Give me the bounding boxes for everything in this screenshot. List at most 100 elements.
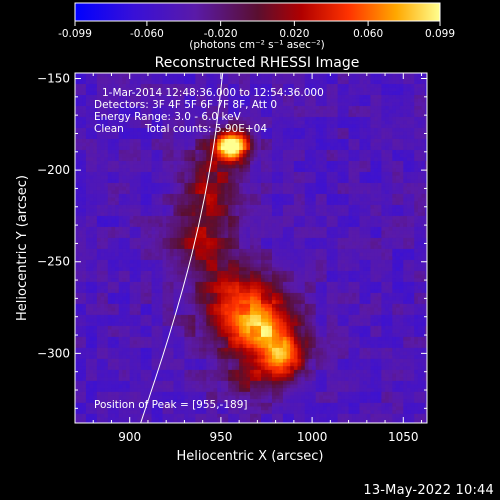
heatmap-cell <box>133 113 138 118</box>
heatmap-cell <box>206 120 211 125</box>
heatmap-cell <box>239 105 244 111</box>
heatmap-cell <box>118 237 124 243</box>
heatmap-cell <box>209 215 215 221</box>
heatmap-cell <box>126 168 131 173</box>
heatmap-cell <box>85 399 91 404</box>
heatmap-cell <box>242 267 248 272</box>
heatmap-cell <box>173 402 178 408</box>
heatmap-cell <box>126 164 131 169</box>
heatmap-cell <box>188 351 193 356</box>
heatmap-cell <box>202 399 207 404</box>
heatmap-cell <box>93 190 98 195</box>
heatmap-cell <box>75 300 80 305</box>
heatmap-cell <box>191 80 196 85</box>
heatmap-cell <box>246 168 251 173</box>
heatmap-cell <box>93 259 98 265</box>
heatmap-cell <box>75 190 80 195</box>
heatmap-cell <box>133 421 138 423</box>
heatmap-cell <box>162 351 167 356</box>
heatmap-cell <box>195 395 200 400</box>
heatmap-cell <box>246 366 251 371</box>
heatmap-cell <box>129 212 134 217</box>
heatmap-cell <box>250 421 255 423</box>
heatmap-cell <box>191 347 196 353</box>
heatmap-cell <box>75 135 80 140</box>
heatmap-cell <box>155 234 160 239</box>
heatmap-cell <box>155 377 160 382</box>
heatmap-cell <box>82 358 87 364</box>
heatmap-cell <box>199 285 204 290</box>
heatmap-cell <box>93 325 98 331</box>
heatmap-cell <box>250 347 255 353</box>
heatmap-cell <box>118 102 124 107</box>
heatmap-cell <box>133 406 138 411</box>
heatmap-cell <box>224 197 229 202</box>
heatmap-cell <box>253 289 258 294</box>
heatmap-cell <box>104 395 109 400</box>
heatmap-cell <box>162 311 167 316</box>
heatmap-cell <box>85 406 91 411</box>
heatmap-cell <box>220 270 226 276</box>
heatmap-cell <box>133 267 138 272</box>
heatmap-cell <box>209 311 215 316</box>
heatmap-cell <box>217 340 222 345</box>
heatmap-cell <box>162 296 167 301</box>
heatmap-cell <box>100 399 105 404</box>
heatmap-cell <box>140 344 145 349</box>
heatmap-cell <box>184 175 189 180</box>
heatmap-cell <box>137 292 142 298</box>
heatmap-cell <box>158 292 164 298</box>
heatmap-cell <box>231 80 237 85</box>
heatmap-cell <box>250 406 255 411</box>
heatmap-cell <box>118 399 124 404</box>
heatmap-cell <box>115 131 120 136</box>
heatmap-cell <box>257 113 262 118</box>
heatmap-cell <box>126 344 131 349</box>
heatmap-cell <box>100 303 105 309</box>
heatmap-cell <box>224 322 229 327</box>
heatmap-cell <box>261 157 266 162</box>
heatmap-cell <box>228 245 233 250</box>
heatmap-cell <box>209 208 215 213</box>
heatmap-cell <box>93 318 98 323</box>
heatmap-cell <box>202 131 207 136</box>
heatmap-cell <box>220 204 226 210</box>
heatmap-cell <box>129 355 134 360</box>
heatmap-cell <box>75 120 80 125</box>
heatmap-cell <box>158 91 164 96</box>
heatmap-cell <box>217 113 222 118</box>
heatmap-cell <box>224 267 229 272</box>
heatmap-cell <box>199 201 204 206</box>
heatmap-cell <box>231 208 237 213</box>
heatmap-cell <box>173 153 178 158</box>
heatmap-cell <box>191 109 196 114</box>
heatmap-cell <box>140 215 145 221</box>
heatmap-cell <box>89 333 94 338</box>
heatmap-cell <box>169 259 175 265</box>
heatmap-cell <box>177 160 182 166</box>
heatmap-cell <box>217 234 222 239</box>
heatmap-cell <box>173 157 178 162</box>
heatmap-cell <box>118 377 124 382</box>
heatmap-cell <box>228 171 233 177</box>
heatmap-cell <box>213 153 218 158</box>
heatmap-cell <box>191 208 196 213</box>
heatmap-cell <box>129 399 134 404</box>
heatmap-cell <box>246 391 251 397</box>
heatmap-cell <box>202 142 207 147</box>
heatmap-cell <box>104 124 109 129</box>
heatmap-cell <box>231 230 237 235</box>
heatmap-cell <box>206 201 211 206</box>
heatmap-cell <box>250 91 255 96</box>
heatmap-cell <box>246 395 251 400</box>
heatmap-cell <box>199 391 204 397</box>
heatmap-cell <box>93 292 98 298</box>
heatmap-cell <box>217 168 222 173</box>
heatmap-cell <box>195 142 200 147</box>
heatmap-cell <box>82 146 87 151</box>
heatmap-cell <box>82 197 87 202</box>
heatmap-cell <box>228 281 233 287</box>
heatmap-cell <box>206 127 211 133</box>
heatmap-cell <box>158 278 164 283</box>
heatmap-cell <box>118 168 124 173</box>
